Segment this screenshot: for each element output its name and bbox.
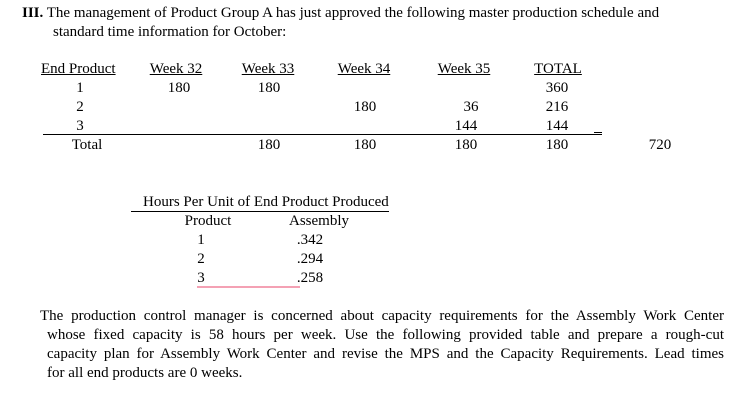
mps-total-divider-tick (594, 132, 602, 133)
mps-row-2-week-34: 180 (353, 99, 377, 115)
mps-header-end-product: End Product (41, 61, 116, 77)
hpu-row-1-assembly: .342 (296, 232, 324, 248)
paragraph-line-4: for all end products are 0 weeks. (47, 365, 243, 381)
heading-line-1: The management of Product Group A has ju… (46, 5, 660, 21)
mps-grand-total: 720 (648, 137, 672, 153)
mps-row-3-total: 144 (545, 118, 569, 134)
hpu-row-3-product: 3 (197, 270, 205, 286)
highlight-underline (197, 286, 300, 288)
mps-total-total: 180 (545, 137, 569, 153)
problem-number: III. (22, 5, 44, 21)
mps-total-label: Total (71, 137, 103, 153)
mps-row-1-total: 360 (545, 80, 569, 96)
mps-header-week-35: Week 35 (437, 61, 491, 77)
mps-row-2-total: 216 (545, 99, 569, 115)
hours-per-unit-title: Hours Per Unit of End Product Produced (131, 194, 389, 212)
hpu-header-assembly: Assembly (289, 213, 349, 229)
mps-row-3-week-35: 144 (454, 118, 478, 134)
mps-header-week-32: Week 32 (149, 61, 203, 77)
mps-row-1-week-33: 180 (257, 80, 281, 96)
hpu-row-2-product: 2 (197, 251, 205, 267)
instructions-paragraph: The production control manager is concer… (40, 307, 724, 383)
paragraph-line-2: whose fixed capacity is 58 hours per wee… (47, 327, 724, 343)
mps-header-week-33: Week 33 (241, 61, 295, 77)
mps-row-2-week-35: 36 (463, 99, 479, 115)
mps-header-total: TOTAL (534, 61, 582, 77)
hpu-row-3-assembly: .258 (296, 270, 324, 286)
paragraph-line-1: The production control manager is concer… (40, 308, 724, 324)
mps-total-week-33: 180 (257, 137, 281, 153)
problem-heading: III. The management of Product Group A h… (22, 4, 659, 42)
hpu-row-2-assembly: .294 (296, 251, 324, 267)
mps-row-3-product: 3 (76, 118, 84, 134)
hpu-row-1-product: 1 (197, 232, 205, 248)
mps-total-divider (43, 134, 602, 135)
heading-line-2: standard time information for October: (53, 24, 287, 40)
hpu-header-product: Product (184, 213, 232, 229)
mps-total-week-35: 180 (454, 137, 478, 153)
mps-row-2-product: 2 (76, 99, 84, 115)
mps-header-week-34: Week 34 (337, 61, 391, 77)
mps-total-week-34: 180 (353, 137, 377, 153)
mps-row-1-week-32: 180 (167, 80, 191, 96)
mps-row-1-product: 1 (76, 80, 84, 96)
paragraph-line-3: capacity plan for Assembly Work Center a… (47, 346, 724, 362)
